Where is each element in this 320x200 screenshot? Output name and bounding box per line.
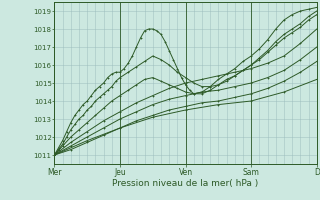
X-axis label: Pression niveau de la mer( hPa ): Pression niveau de la mer( hPa )	[112, 179, 259, 188]
